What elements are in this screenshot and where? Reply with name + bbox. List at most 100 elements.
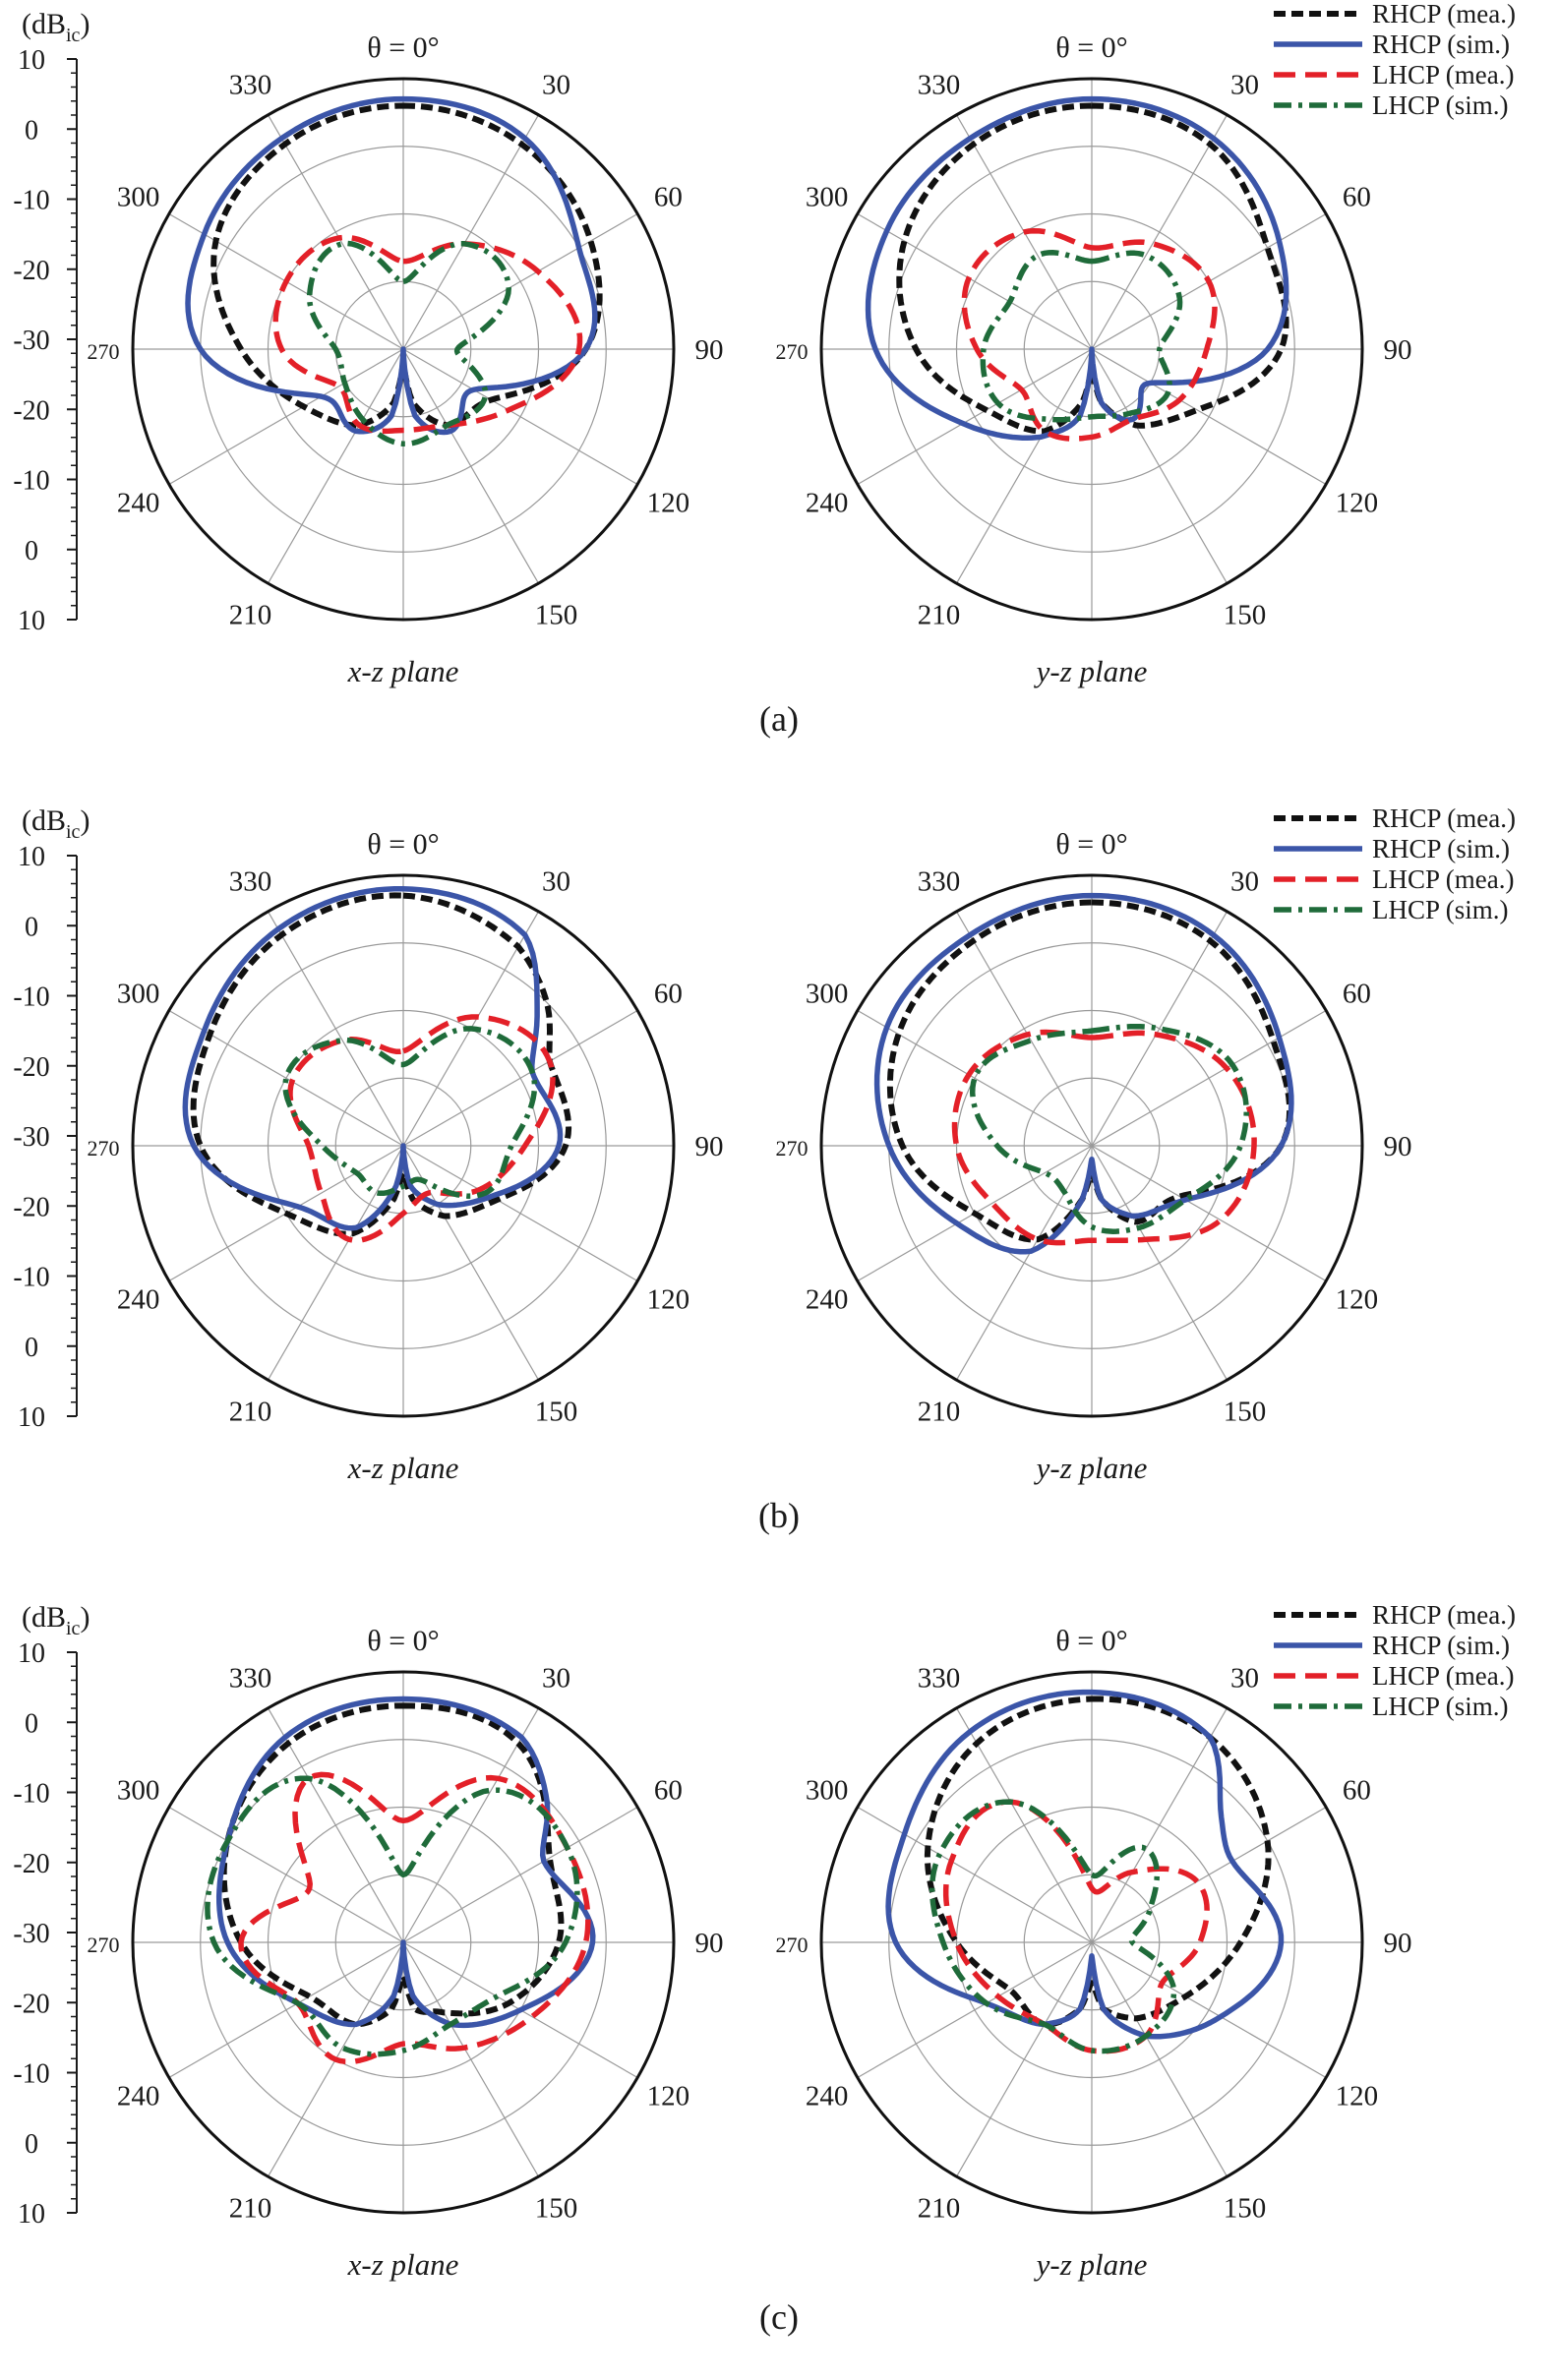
outer-ring <box>819 873 1364 1418</box>
angle-label-150: 150 <box>1224 599 1267 630</box>
unit-label: (dBic) <box>22 8 90 46</box>
angle-label-240: 240 <box>806 2081 849 2112</box>
grid-spoke <box>955 911 1093 1147</box>
caption-b: (b) <box>758 1496 800 1535</box>
scale-tick-label: 0 <box>25 536 38 566</box>
angle-label-120: 120 <box>1336 2081 1379 2112</box>
scale-tick-label: 0 <box>25 1333 38 1363</box>
series-lhcp-mea <box>961 227 1218 442</box>
legend-label-lhcp-sim: LHCP (sim.) <box>1372 1692 1509 1721</box>
plane-label: y-z plane <box>1034 1451 1148 1485</box>
angle-label-60: 60 <box>1343 1775 1371 1807</box>
grid-spoke <box>402 348 540 584</box>
angle-label-120: 120 <box>1336 488 1379 519</box>
scale-tick-label: -20 <box>13 1989 49 2019</box>
caption-c: (c) <box>759 2297 799 2337</box>
theta-label: θ = 0° <box>367 828 439 861</box>
angle-label-120: 120 <box>1336 1284 1379 1316</box>
legend-label-lhcp-sim: LHCP (sim.) <box>1372 90 1509 120</box>
outer-ring <box>131 77 676 622</box>
grid-spoke <box>402 114 540 350</box>
scale-tick-label: -20 <box>13 1052 49 1083</box>
theta-label: θ = 0° <box>1055 1625 1127 1657</box>
angle-label-60: 60 <box>654 979 683 1010</box>
grid-spoke <box>267 1707 404 1943</box>
series-lhcp-sim <box>969 1023 1249 1234</box>
grid-spoke <box>1091 348 1327 486</box>
angle-label-270: 270 <box>776 1136 809 1160</box>
legend-label-lhcp-mea: LHCP (mea.) <box>1372 60 1514 89</box>
grid-spoke <box>1091 1009 1327 1147</box>
angle-label-270: 270 <box>88 1933 120 1957</box>
angle-label-330: 330 <box>229 1663 272 1695</box>
angle-label-120: 120 <box>647 488 690 519</box>
series-rhcp-mea <box>924 1696 1272 2028</box>
theta-label: θ = 0° <box>367 1625 439 1657</box>
grid-spoke <box>1091 1707 1228 1943</box>
angle-label-150: 150 <box>535 599 578 630</box>
polar-plot-yz: 330 30 60 300 90 270 120 240 150 210 θ = 0° y-z pla… <box>776 31 1412 688</box>
angle-label-90: 90 <box>1384 1928 1412 1959</box>
plane-label: x-z plane <box>347 1451 459 1485</box>
angle-label-330: 330 <box>918 866 961 898</box>
scale-tick-label: 0 <box>25 912 38 942</box>
scale-tick-label: -10 <box>13 982 49 1013</box>
series-rhcp-mea <box>220 1702 565 2028</box>
angle-label-150: 150 <box>535 2192 578 2224</box>
grid-spoke <box>955 1145 1093 1381</box>
angle-label-330: 330 <box>918 1663 961 1695</box>
angle-label-240: 240 <box>117 1284 160 1316</box>
theta-label: θ = 0° <box>1055 31 1127 64</box>
angle-label-120: 120 <box>647 2081 690 2112</box>
panel-b: (dBic) 10 0 -10 -20 -30 -20 -10 0 10 330 30 60 300 90 2… <box>0 797 1558 1578</box>
scale-tick-label: 0 <box>25 115 38 146</box>
angle-label-270: 270 <box>88 1136 120 1160</box>
series-rhcp-sim <box>185 95 598 436</box>
scale-tick-label: 10 <box>18 2199 45 2230</box>
grid-spoke <box>1091 1941 1228 2177</box>
grid-spoke <box>168 348 404 486</box>
scale-tick-label: 10 <box>18 606 45 636</box>
scale-tick-label: 0 <box>25 2129 38 2160</box>
grid-spoke <box>857 1009 1093 1147</box>
grid-spoke <box>955 1707 1093 1943</box>
scale-tick-label: -30 <box>13 326 49 356</box>
grid-spoke <box>267 114 404 350</box>
plane-label: y-z plane <box>1034 654 1148 688</box>
grid-spoke <box>267 1145 404 1381</box>
outer-ring <box>819 77 1364 622</box>
series-lhcp-sim <box>929 1799 1177 2054</box>
scale-tick-label: -20 <box>13 395 49 426</box>
series-lhcp-sim <box>980 250 1183 423</box>
angle-label-300: 300 <box>117 1775 160 1807</box>
angle-label-90: 90 <box>695 334 724 366</box>
angle-label-150: 150 <box>1224 1396 1267 1427</box>
angle-label-150: 150 <box>535 1396 578 1427</box>
angle-label-300: 300 <box>806 182 849 213</box>
polar-plot-xz: 330 30 60 300 90 270 120 240 150 210 θ = 0° x-z pla… <box>88 31 724 688</box>
series-lhcp-sim <box>306 240 511 447</box>
grid-spoke <box>402 212 638 350</box>
angle-label-300: 300 <box>117 979 160 1010</box>
unit-label: (dBic) <box>22 1601 90 1639</box>
panel-c: (dBic) 10 0 -10 -20 -30 -20 -10 0 10 330 30 60 300 90 2… <box>0 1593 1558 2375</box>
legend: RHCP (mea.)RHCP (sim.)LHCP (mea.)LHCP (s… <box>1274 1600 1516 1721</box>
grid-spoke <box>402 1941 540 2177</box>
scale-tick-label: -30 <box>13 1919 49 1949</box>
series-lhcp-mea <box>951 1029 1257 1246</box>
grid-spoke <box>1091 1145 1327 1282</box>
angle-label-300: 300 <box>806 1775 849 1807</box>
series-rhcp-sim <box>865 95 1289 441</box>
angle-label-90: 90 <box>695 1131 724 1162</box>
angle-label-90: 90 <box>1384 334 1412 366</box>
angle-label-30: 30 <box>1230 1663 1259 1695</box>
angle-label-60: 60 <box>654 182 683 213</box>
angle-label-60: 60 <box>654 1775 683 1807</box>
series-lhcp-mea <box>287 1014 556 1243</box>
plane-label: x-z plane <box>347 654 459 688</box>
grid-spoke <box>1091 911 1228 1147</box>
series-rhcp-sim <box>885 1689 1285 2040</box>
grid-spoke <box>402 1145 540 1381</box>
